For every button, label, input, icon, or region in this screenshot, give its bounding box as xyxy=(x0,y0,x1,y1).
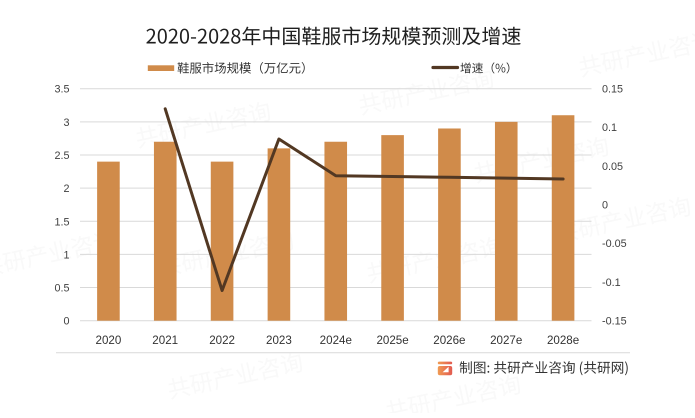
svg-text:-0.1: -0.1 xyxy=(602,277,621,289)
svg-text:2: 2 xyxy=(63,183,69,195)
svg-text:0.15: 0.15 xyxy=(602,84,623,96)
svg-text:2027e: 2027e xyxy=(490,334,522,347)
svg-text:2.5: 2.5 xyxy=(54,150,69,162)
svg-text:2026e: 2026e xyxy=(433,334,465,347)
svg-text:1.5: 1.5 xyxy=(54,216,69,228)
svg-text:3.5: 3.5 xyxy=(54,84,69,96)
svg-text:2020: 2020 xyxy=(96,334,122,347)
svg-text:0.05: 0.05 xyxy=(602,161,623,173)
svg-text:0: 0 xyxy=(602,200,608,212)
svg-text:2024e: 2024e xyxy=(320,334,352,347)
svg-text:-0.15: -0.15 xyxy=(602,316,627,328)
svg-text:2022: 2022 xyxy=(209,334,235,347)
svg-text:2025e: 2025e xyxy=(376,334,408,347)
svg-text:0.1: 0.1 xyxy=(602,122,617,134)
svg-text:-0.05: -0.05 xyxy=(602,238,627,250)
svg-text:2021: 2021 xyxy=(152,334,178,347)
svg-text:3: 3 xyxy=(63,117,69,129)
svg-text:0.5: 0.5 xyxy=(54,283,69,295)
svg-text:0: 0 xyxy=(63,316,69,328)
svg-text:2028e: 2028e xyxy=(547,334,579,347)
svg-text:2023: 2023 xyxy=(266,334,292,347)
svg-text:1: 1 xyxy=(63,249,69,261)
